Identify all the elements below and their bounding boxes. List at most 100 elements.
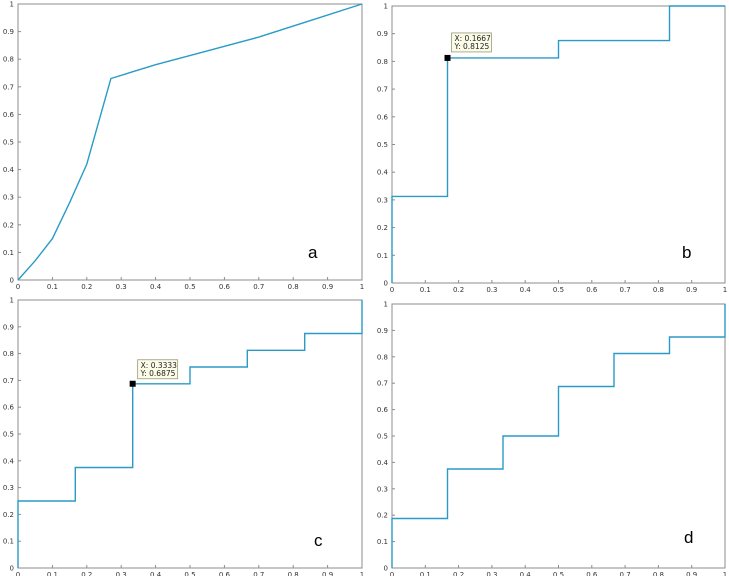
- x-tick-label: 0.4: [150, 571, 162, 576]
- panel-a: 0 0.1 0.2 0.3 0.4 0.5 0.6 0.7 0.8 0.9 1 0 0.1 0.2 0.3 0…: [3, 1, 364, 292]
- y-tick-label: 0: [10, 277, 14, 285]
- x-tick-label: 0.2: [453, 286, 464, 294]
- y-tick-label: 0.9: [3, 323, 14, 331]
- x-tick-label: 0.4: [150, 283, 162, 291]
- x-tick-label: 0: [390, 571, 394, 576]
- y-tick-label: 0.4: [3, 166, 15, 174]
- y-tick-label: 0.5: [3, 139, 14, 147]
- y-tick-label: 0.7: [377, 86, 388, 94]
- y-tick-label: 0.8: [3, 350, 14, 358]
- x-tick-label: 1: [360, 571, 364, 576]
- x-tick-label: 0.1: [47, 571, 58, 576]
- y-tick-label: 0: [384, 280, 388, 288]
- y-tick-label: 0.3: [3, 484, 14, 492]
- y-tick-label: 1: [384, 3, 388, 11]
- y-tick-label: 0.5: [377, 141, 388, 149]
- y-tick-label: 0.7: [3, 83, 14, 91]
- x-tick-label: 0.3: [486, 571, 497, 576]
- y-tick-label: 0.8: [377, 353, 388, 361]
- x-tick-label: 0.3: [116, 571, 127, 576]
- y-tick-label: 0.6: [3, 111, 15, 119]
- data-tip-box: [137, 359, 179, 380]
- y-tick-label: 0.6: [377, 113, 389, 121]
- x-tick-label: 0.6: [586, 286, 598, 294]
- y-tick-label: 0.7: [3, 377, 14, 385]
- data-tip-marker: [129, 380, 136, 387]
- x-tick-label: 0.9: [686, 571, 697, 576]
- panel-letter-a: a: [308, 243, 318, 262]
- y-tick-label: 0.9: [3, 28, 14, 36]
- y-tick-label: 0.2: [3, 511, 14, 519]
- x-tick-label: 0.1: [47, 283, 58, 291]
- x-tick-label: 0.5: [184, 571, 195, 576]
- y-tick-label: 0: [10, 565, 14, 573]
- y-tick-label: 0.9: [377, 327, 388, 335]
- y-tick-label: 1: [384, 301, 388, 309]
- x-tick-label: 0.8: [653, 571, 664, 576]
- x-tick-label: 0.6: [586, 571, 598, 576]
- y-tick-label: 0.1: [3, 538, 14, 546]
- x-tick-label: 1: [360, 283, 364, 291]
- y-tick-label: 0.5: [3, 431, 14, 439]
- y-tick-label: 0.3: [377, 485, 388, 493]
- data-tip-y-label: Y: 0.6875: [140, 369, 176, 378]
- y-tick-label: 0.9: [377, 30, 388, 38]
- panel-letter-c: c: [314, 531, 323, 550]
- x-tick-label: 0.7: [253, 283, 264, 291]
- data-tip-box: [451, 32, 492, 53]
- x-tick-label: 0.9: [322, 283, 333, 291]
- x-tick-label: 0.2: [81, 571, 92, 576]
- panel-d: 0 0.1 0.2 0.3 0.4 0.5 0.6 0.7 0.8 0.9 1 0 0.1 0.2 0.3 0…: [377, 301, 727, 576]
- panel-c: 0 0.1 0.2 0.3 0.4 0.5 0.6 0.7 0.8 0.9 1 0 0.1 0.2 0.3 0…: [3, 297, 364, 576]
- y-tick-label: 0.8: [377, 58, 388, 66]
- y-tick-label: 0.7: [377, 380, 388, 388]
- series-line: [17, 300, 363, 568]
- x-tick-label: 0.4: [520, 286, 532, 294]
- y-tick-label: 0.6: [377, 406, 389, 414]
- x-tick-label: 0.2: [453, 571, 464, 576]
- axes-frame: [17, 299, 363, 569]
- y-tick-label: 1: [10, 297, 14, 305]
- x-tick-label: 0.7: [620, 286, 631, 294]
- x-tick-label: 0.7: [620, 571, 631, 576]
- data-tip-x-label: X: 0.3333: [141, 361, 178, 370]
- y-tick-label: 0.1: [377, 538, 388, 546]
- x-tick-label: 0: [16, 571, 20, 576]
- y-tick-label: 1: [10, 1, 14, 9]
- y-tick-label: 0: [384, 565, 388, 573]
- x-tick-label: 0.4: [520, 571, 532, 576]
- series-line: [391, 5, 725, 283]
- x-tick-label: 0.5: [553, 571, 564, 576]
- y-tick-label: 0.3: [3, 194, 14, 202]
- series-line: [17, 3, 363, 281]
- x-tick-label: 0.1: [420, 286, 431, 294]
- y-tick-label: 0.6: [3, 404, 15, 412]
- y-tick-label: 0.1: [3, 249, 14, 257]
- x-tick-label: 0: [16, 283, 20, 291]
- x-tick-label: 0.9: [686, 286, 697, 294]
- data-tip-marker: [444, 54, 451, 61]
- axes-frame: [17, 3, 363, 281]
- y-tick-label: 0.1: [377, 252, 388, 260]
- panel-b: 0 0.1 0.2 0.3 0.4 0.5 0.6 0.7 0.8 0.9 1 0 0.1 0.2 0.3 0…: [377, 3, 727, 295]
- x-tick-label: 0.2: [81, 283, 92, 291]
- x-tick-label: 0.5: [184, 283, 195, 291]
- x-tick-label: 0.7: [253, 571, 264, 576]
- x-tick-label: 0.9: [322, 571, 333, 576]
- x-tick-label: 0.8: [288, 283, 299, 291]
- panel-letter-b: b: [682, 243, 691, 262]
- data-tip-x-label: X: 0.1667: [455, 34, 492, 43]
- x-tick-label: 0.8: [653, 286, 664, 294]
- x-tick-label: 1: [723, 286, 727, 294]
- panel-letter-d: d: [684, 528, 693, 547]
- x-tick-label: 0.6: [219, 571, 231, 576]
- y-tick-label: 0.4: [377, 169, 389, 177]
- y-tick-label: 0.4: [377, 459, 389, 467]
- y-tick-label: 0.3: [377, 196, 388, 204]
- x-tick-label: 0.3: [116, 283, 127, 291]
- x-tick-label: 0.8: [288, 571, 299, 576]
- x-tick-label: 0.6: [219, 283, 231, 291]
